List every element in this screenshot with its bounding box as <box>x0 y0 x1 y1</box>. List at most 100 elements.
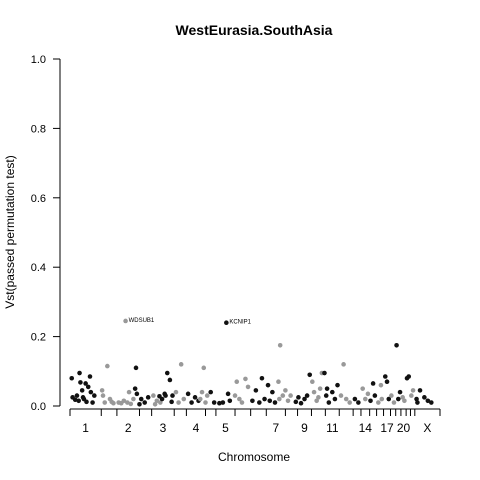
x-tick-label: 14 <box>359 421 373 435</box>
data-point <box>88 389 94 395</box>
y-ticks: 0.0 0.2 0.4 0.6 0.8 1.0 <box>31 54 60 413</box>
data-point <box>250 398 255 404</box>
data-point <box>234 379 240 385</box>
data-point <box>293 399 299 405</box>
data-point <box>201 365 207 371</box>
data-point <box>324 386 330 391</box>
data-point <box>409 393 414 398</box>
data-point <box>417 388 423 393</box>
data-point <box>277 342 283 348</box>
data-point <box>265 382 271 388</box>
data-point <box>410 388 416 393</box>
chart-title: WestEurasia.SouthAsia <box>176 22 333 38</box>
data-point <box>170 393 175 398</box>
data-point <box>397 389 403 395</box>
y-tick-label: 0.0 <box>31 401 46 413</box>
data-point <box>134 391 140 397</box>
data-point <box>132 386 138 391</box>
y-tick-label: 0.2 <box>31 332 46 344</box>
data-point <box>151 393 156 398</box>
data-point <box>142 400 147 405</box>
data-point <box>384 379 390 385</box>
data-point <box>253 388 259 393</box>
data-point <box>239 400 245 405</box>
data-point <box>317 386 323 391</box>
x-axis-label: Chromosome <box>218 450 290 464</box>
data-point <box>307 372 313 378</box>
data-point <box>243 376 248 382</box>
data-point <box>163 393 168 398</box>
data-point <box>100 393 106 398</box>
data-point <box>406 374 412 379</box>
data-point <box>352 396 358 402</box>
data-point <box>382 374 388 379</box>
data-point <box>316 395 321 400</box>
data-point <box>176 400 181 405</box>
data-point <box>332 396 338 402</box>
data-point <box>72 397 78 403</box>
x-tick-label: 9 <box>301 421 308 435</box>
data-point <box>277 396 282 402</box>
data-point <box>133 365 139 371</box>
data-point <box>169 399 174 405</box>
data-point <box>283 388 288 393</box>
data-point <box>181 396 187 402</box>
data-point <box>152 401 158 407</box>
data-point <box>302 396 307 402</box>
y-tick-label: 0.6 <box>31 193 46 205</box>
data-point <box>79 388 85 393</box>
data-point <box>102 400 108 405</box>
data-point <box>402 398 407 404</box>
data-point <box>341 362 346 367</box>
data-point <box>217 400 222 406</box>
x-tick-label: 1 <box>82 421 89 435</box>
annotations: WDSUB1 KCNIP1 <box>129 318 252 326</box>
x-tick-label: 2 <box>125 421 132 435</box>
data-point <box>356 400 361 405</box>
x-tick-label: 17 <box>380 421 394 435</box>
data-point <box>330 389 335 395</box>
data-point <box>85 384 91 390</box>
data-point <box>69 375 75 381</box>
data-point <box>376 400 381 405</box>
data-point <box>262 396 267 402</box>
data-point <box>391 400 397 405</box>
data-point <box>224 320 229 326</box>
data-point <box>154 398 160 404</box>
data-point <box>76 398 81 404</box>
x-tick-label: 3 <box>160 421 167 435</box>
x-tick-label: 7 <box>273 421 280 435</box>
data-point <box>370 381 376 386</box>
data-point <box>167 377 173 383</box>
data-point <box>259 375 265 381</box>
data-point <box>394 342 399 348</box>
x-tick-label: 20 <box>397 421 411 435</box>
data-point <box>368 398 373 404</box>
data-point <box>138 396 144 402</box>
data-point <box>164 370 170 376</box>
data-point <box>396 396 401 402</box>
data-point <box>360 386 365 391</box>
data-point <box>173 389 179 395</box>
data-point <box>314 398 319 404</box>
x-tick-label: 4 <box>193 421 200 435</box>
x-axis: 1 2 3 4 5 7 9 11 14 17 20 X <box>69 408 441 435</box>
data-point <box>276 379 281 385</box>
data-point <box>189 400 194 405</box>
data-point <box>80 395 86 400</box>
data-point <box>304 393 310 398</box>
data-points <box>69 318 434 407</box>
data-point <box>347 400 352 405</box>
data-point <box>74 393 80 398</box>
data-point <box>158 400 163 405</box>
data-point <box>128 401 134 407</box>
data-point <box>121 398 127 404</box>
data-point <box>245 384 251 390</box>
y-tick-label: 0.4 <box>31 262 46 274</box>
data-point <box>77 370 82 376</box>
data-point <box>84 399 89 405</box>
data-point <box>310 379 315 385</box>
data-point <box>90 400 95 405</box>
data-point <box>414 396 419 402</box>
data-point <box>125 400 130 405</box>
